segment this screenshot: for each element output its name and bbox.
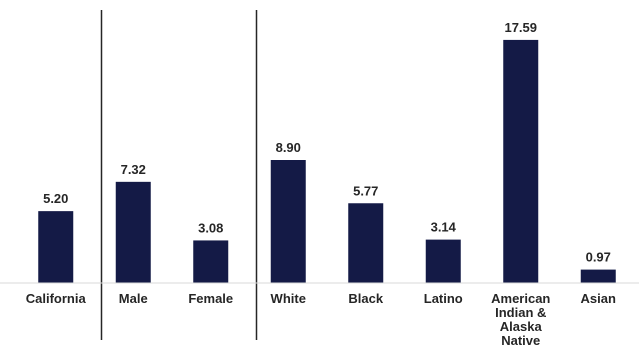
bars <box>38 39 616 283</box>
value-label: 0.97 <box>586 250 611 265</box>
category-label: American Indian & Alaska Native <box>491 291 550 348</box>
category-label-line: Native <box>501 333 540 348</box>
category-label: Asian <box>581 291 616 306</box>
category-label-line: Indian & <box>495 305 546 320</box>
category-label-line: California <box>26 291 87 306</box>
value-label: 5.20 <box>43 191 68 206</box>
category-label-line: Male <box>119 291 148 306</box>
category-label: California <box>26 291 87 306</box>
value-label: 8.90 <box>276 140 301 155</box>
group-separators <box>100 10 258 340</box>
bar-black <box>348 203 384 283</box>
value-label: 7.32 <box>121 162 146 177</box>
category-label-line: American <box>491 291 550 306</box>
bar-male <box>115 181 151 283</box>
bar-california <box>38 211 74 283</box>
category-label-line: Asian <box>581 291 616 306</box>
value-label: 3.14 <box>431 220 457 235</box>
value-label: 5.77 <box>353 183 378 198</box>
value-labels: 5.20 7.32 3.08 8.90 5.77 3.14 17.59 0.97 <box>43 20 611 265</box>
bar-asian <box>580 269 616 283</box>
value-label: 17.59 <box>504 20 537 35</box>
category-label: Black <box>348 291 383 306</box>
value-label: 3.08 <box>198 220 223 235</box>
category-label-line: Alaska <box>500 319 543 334</box>
bar-latino <box>425 239 461 283</box>
category-label: White <box>271 291 306 306</box>
category-label-line: Female <box>188 291 233 306</box>
category-label: Male <box>119 291 148 306</box>
category-label-line: Latino <box>424 291 463 306</box>
bar-female <box>193 240 229 283</box>
category-labels: California Male Female White Black Latino Amer… <box>26 291 616 348</box>
category-label: Female <box>188 291 233 306</box>
bar-white <box>270 160 306 283</box>
category-label-line: White <box>271 291 306 306</box>
category-label-line: Black <box>348 291 383 306</box>
bar-american-indian-alaska-native <box>503 39 539 283</box>
category-label: Latino <box>424 291 463 306</box>
